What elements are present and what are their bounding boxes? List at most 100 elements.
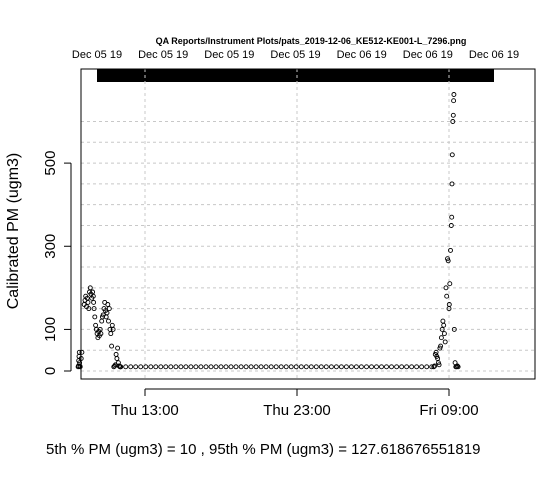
data-point: [438, 335, 444, 341]
top-axis-label: Dec 06 19: [403, 49, 453, 61]
data-point: [85, 299, 91, 305]
data-point: [87, 285, 93, 291]
data-point: [454, 364, 460, 370]
data-point: [441, 331, 447, 337]
data-point: [93, 322, 99, 328]
data-point: [435, 360, 441, 366]
data-point: [253, 364, 259, 370]
data-point: [133, 364, 139, 370]
top-axis-label: Dec 05 19: [270, 49, 320, 61]
data-point: [273, 364, 279, 370]
data-point: [77, 364, 83, 370]
data-point: [91, 306, 97, 312]
data-point: [228, 364, 234, 370]
data-point: [115, 345, 121, 351]
top-axis-label: Dec 05 19: [204, 49, 254, 61]
data-point: [303, 364, 309, 370]
data-point: [358, 364, 364, 370]
data-point: [198, 364, 204, 370]
data-point: [448, 247, 453, 253]
data-point: [298, 364, 304, 370]
data-point: [379, 364, 384, 370]
data-point: [208, 364, 214, 370]
data-point: [432, 363, 438, 369]
data-point: [109, 343, 115, 349]
data-point: [414, 364, 420, 370]
data-point: [451, 98, 457, 104]
data-point: [158, 364, 164, 370]
data-point: [99, 318, 105, 324]
data-point: [248, 364, 254, 370]
data-point: [439, 326, 445, 332]
data-point: [106, 318, 111, 324]
data-point: [353, 364, 359, 370]
data-point: [404, 364, 410, 370]
data-point: [443, 285, 449, 291]
data-point: [384, 364, 389, 370]
data-point: [441, 322, 447, 328]
data-point: [168, 364, 174, 370]
x-tick-label: Thu 23:00: [263, 402, 331, 419]
data-point: [444, 293, 450, 299]
top-axis-label: Dec 05 19: [72, 49, 122, 61]
data-point: [429, 364, 435, 370]
data-point: [449, 214, 455, 220]
data-point: [369, 364, 374, 370]
data-point: [128, 364, 134, 370]
data-point: [440, 318, 446, 324]
data-point: [455, 364, 461, 370]
data-point: [448, 223, 454, 228]
data-point: [333, 364, 339, 370]
data-point: [106, 306, 112, 312]
data-point: [110, 326, 116, 332]
data-point: [193, 364, 199, 370]
data-point: [114, 356, 120, 361]
y-axis: 0 100 300 500: [42, 151, 72, 375]
data-point: [188, 364, 194, 370]
y-tick-label: 500: [42, 151, 59, 176]
data-point: [218, 364, 224, 370]
data-point: [233, 364, 239, 370]
x-tick-label: Fri 09:00: [419, 402, 478, 419]
data-point: [436, 362, 442, 368]
data-point: [442, 339, 448, 345]
x-axis: Thu 13:00 Thu 23:00 Fri 09:00: [111, 388, 479, 419]
data-point: [92, 314, 98, 320]
data-point: [451, 326, 457, 332]
data-point: [293, 364, 299, 370]
chart-title: QA Reports/Instrument Plots/pats_2019-12…: [156, 36, 467, 46]
footer-stats: 5th % PM (ugm3) = 10 , 95th % PM (ugm3) …: [46, 441, 480, 458]
data-point: [419, 364, 425, 370]
data-point: [389, 364, 394, 370]
data-point: [454, 363, 460, 369]
data-point: [79, 349, 85, 355]
data-point: [163, 364, 169, 370]
data-point: [90, 293, 96, 299]
data-point: [143, 364, 149, 370]
data-point: [446, 302, 452, 307]
data-point: [431, 364, 437, 370]
data-point: [178, 364, 184, 370]
data-point: [449, 152, 455, 158]
data-point: [173, 364, 179, 370]
data-point: [258, 364, 264, 370]
data-point: [213, 364, 219, 370]
y-tick-label: 300: [42, 234, 59, 259]
data-point: [223, 364, 229, 370]
plot-frame: [80, 68, 536, 380]
y-tick-label: 0: [42, 367, 59, 375]
y-tick-label: 100: [42, 317, 59, 342]
data-point: [104, 310, 110, 316]
top-axis-label: Dec 05 19: [138, 49, 188, 61]
data-point: [399, 364, 405, 370]
data-point: [450, 119, 456, 124]
data-point: [424, 364, 430, 370]
top-axis-label: Dec 06 19: [469, 49, 519, 61]
data-point: [450, 112, 456, 118]
x-tick-label: Thu 13:00: [111, 402, 179, 419]
data-point: [313, 364, 319, 370]
data-point: [86, 306, 92, 312]
data-point: [268, 364, 274, 370]
